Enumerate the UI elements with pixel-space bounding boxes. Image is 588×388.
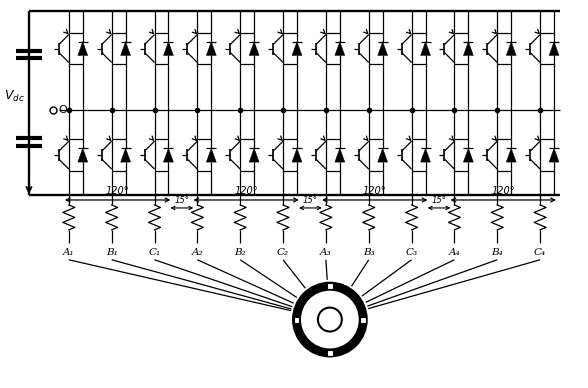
Text: C₄: C₄ (534, 248, 546, 257)
Text: 120°: 120° (235, 186, 258, 196)
Polygon shape (335, 148, 345, 162)
Polygon shape (377, 148, 387, 162)
Polygon shape (463, 42, 473, 55)
Polygon shape (420, 148, 430, 162)
Text: $V_{dc}$: $V_{dc}$ (4, 89, 25, 104)
Polygon shape (377, 42, 387, 55)
FancyBboxPatch shape (327, 350, 333, 356)
Polygon shape (506, 148, 516, 162)
Text: C₂: C₂ (277, 248, 289, 257)
Polygon shape (206, 148, 216, 162)
Polygon shape (463, 148, 473, 162)
Polygon shape (335, 42, 345, 55)
Text: 15°: 15° (175, 196, 189, 205)
Circle shape (301, 291, 359, 348)
Text: 120°: 120° (363, 186, 386, 196)
FancyBboxPatch shape (293, 317, 299, 322)
FancyBboxPatch shape (327, 283, 333, 289)
Polygon shape (163, 148, 173, 162)
Text: A₂: A₂ (192, 248, 203, 257)
Polygon shape (420, 42, 430, 55)
Polygon shape (292, 42, 302, 55)
Polygon shape (163, 42, 173, 55)
Polygon shape (249, 42, 259, 55)
Text: A₁: A₁ (63, 248, 75, 257)
Text: 15°: 15° (432, 196, 446, 205)
Polygon shape (78, 42, 88, 55)
Text: B₃: B₃ (363, 248, 375, 257)
Circle shape (292, 282, 368, 357)
Polygon shape (292, 148, 302, 162)
Text: B₄: B₄ (492, 248, 503, 257)
Polygon shape (549, 148, 559, 162)
Text: C₁: C₁ (148, 248, 161, 257)
Text: B₂: B₂ (235, 248, 246, 257)
Text: 120°: 120° (492, 186, 515, 196)
Polygon shape (249, 148, 259, 162)
Text: C₃: C₃ (406, 248, 417, 257)
Polygon shape (549, 42, 559, 55)
Text: 15°: 15° (303, 196, 318, 205)
Polygon shape (78, 148, 88, 162)
Polygon shape (121, 148, 131, 162)
Text: O: O (59, 105, 68, 115)
Text: 120°: 120° (106, 186, 129, 196)
Text: B₁: B₁ (106, 248, 118, 257)
Polygon shape (206, 42, 216, 55)
Text: A₃: A₃ (320, 248, 332, 257)
FancyBboxPatch shape (360, 317, 366, 322)
Polygon shape (121, 42, 131, 55)
Polygon shape (506, 42, 516, 55)
Text: A₄: A₄ (449, 248, 460, 257)
